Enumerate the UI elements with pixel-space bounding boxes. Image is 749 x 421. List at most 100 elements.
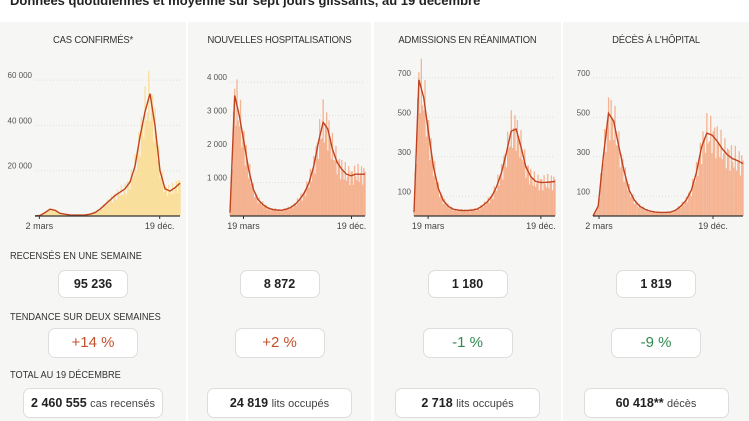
daily-bar: [515, 150, 517, 216]
daily-bar: [533, 171, 536, 216]
daily-bar: [103, 203, 105, 216]
daily-bar: [668, 212, 670, 216]
daily-bar: [681, 201, 683, 216]
daily-bar: [548, 188, 550, 216]
daily-bar: [113, 194, 115, 216]
daily-bar: [139, 156, 141, 216]
daily-bar: [436, 185, 438, 216]
daily-bar: [150, 93, 152, 216]
daily-bar: [519, 157, 521, 216]
panel-title: DÉCÈS À L'HÔPITAL: [612, 34, 700, 46]
total-unit: décès: [667, 398, 697, 410]
daily-bar: [124, 183, 126, 216]
daily-bar: [517, 135, 520, 216]
daily-bar: [706, 112, 708, 216]
daily-bar: [642, 206, 645, 216]
daily-bar: [551, 190, 554, 216]
daily-bar: [100, 206, 102, 216]
daily-bar: [645, 209, 647, 216]
daily-bar: [295, 205, 298, 216]
daily-bar: [312, 170, 314, 216]
daily-bar: [286, 209, 288, 216]
daily-bar: [475, 210, 477, 216]
daily-bar: [99, 208, 101, 216]
daily-bar: [541, 179, 543, 216]
daily-bar: [650, 211, 652, 216]
label-trend: TENDANCE SUR DEUX SEMAINES: [10, 312, 161, 323]
daily-bar: [149, 121, 151, 216]
panel-2: NOUVELLES HOSPITALISATIONS 1 000 2 000 3 0…: [188, 22, 371, 421]
daily-bar: [691, 178, 694, 216]
daily-bar: [609, 140, 611, 216]
chart: 100 300 500 700 2 mars 19 déc.: [577, 69, 744, 231]
daily-bar: [474, 208, 476, 216]
daily-bar: [363, 168, 365, 216]
daily-bar: [662, 213, 664, 216]
daily-bar: [494, 189, 497, 216]
daily-bar: [310, 181, 313, 216]
daily-bar: [179, 181, 181, 216]
daily-bar: [308, 187, 310, 216]
daily-bar: [443, 198, 446, 216]
x-tick-label: 19 déc.: [698, 221, 728, 231]
daily-bar: [620, 154, 623, 216]
y-tick-label: 3 000: [207, 107, 228, 116]
daily-bar: [143, 138, 145, 216]
daily-bar: [350, 171, 352, 216]
daily-bar: [633, 204, 636, 216]
daily-bar: [479, 209, 481, 216]
daily-bar: [454, 209, 457, 216]
daily-bar: [238, 126, 241, 216]
daily-bar: [245, 145, 247, 216]
daily-bar: [545, 187, 548, 216]
daily-bar: [651, 212, 654, 216]
daily-bar: [66, 214, 69, 216]
daily-bar: [58, 212, 60, 216]
weekly-count: 95 236: [58, 270, 128, 298]
daily-bar: [526, 165, 528, 216]
daily-bar: [682, 205, 685, 216]
daily-bar: [300, 193, 302, 216]
daily-bar: [698, 158, 700, 216]
daily-bar: [508, 147, 510, 216]
daily-bar: [537, 174, 539, 216]
daily-bar: [729, 170, 731, 216]
daily-bar: [699, 142, 702, 216]
daily-bar: [239, 99, 242, 216]
daily-bar: [716, 126, 718, 216]
y-tick-label: 4 000: [207, 73, 228, 82]
daily-bar: [415, 163, 418, 216]
daily-bar: [155, 137, 157, 216]
daily-bar: [477, 207, 480, 216]
daily-bar: [739, 175, 742, 216]
daily-bar: [260, 205, 263, 216]
daily-bar: [421, 104, 424, 216]
weekly-count: 1 819: [616, 270, 696, 298]
daily-bar: [707, 143, 709, 216]
daily-bar: [701, 164, 703, 216]
panel-3: ADMISSIONS EN RÉANIMATION 100 300 500 700 19…: [374, 22, 561, 421]
daily-bar: [614, 105, 616, 216]
daily-bar: [159, 177, 161, 216]
daily-bar: [264, 206, 266, 216]
daily-bar: [252, 183, 254, 216]
daily-bar: [59, 212, 61, 216]
daily-bar: [336, 174, 338, 216]
daily-bar: [732, 161, 734, 216]
daily-bar: [514, 115, 516, 216]
daily-bar: [63, 213, 65, 216]
daily-bar: [251, 186, 253, 216]
daily-bar: [543, 175, 545, 216]
daily-bar: [628, 183, 630, 216]
daily-bar: [655, 212, 658, 216]
daily-bar: [663, 211, 665, 216]
daily-bar: [348, 166, 350, 216]
x-tick-label: 19 mars: [227, 221, 260, 231]
daily-bar: [338, 159, 341, 216]
daily-bar: [287, 206, 289, 216]
daily-bar: [457, 208, 459, 216]
daily-bar: [289, 207, 292, 216]
daily-bar: [596, 207, 598, 216]
daily-bar: [713, 127, 716, 216]
daily-bar: [476, 208, 478, 216]
